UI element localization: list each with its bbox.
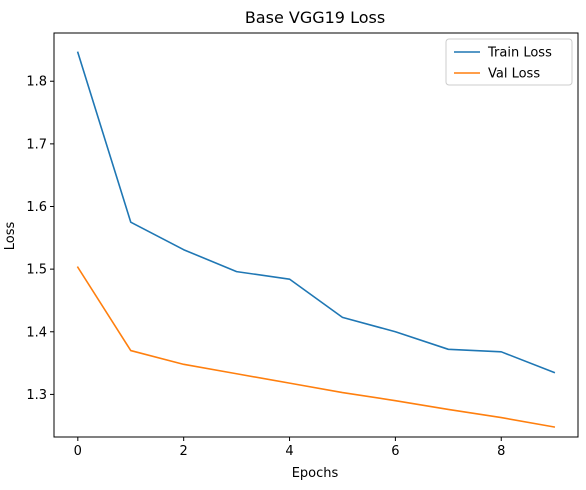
x-tick-label: 2 — [180, 444, 188, 459]
x-tick-label: 8 — [497, 444, 505, 459]
legend-label-val-loss: Val Loss — [488, 67, 540, 82]
x-tick-label: 0 — [74, 444, 82, 459]
y-tick-label: 1.7 — [26, 137, 47, 152]
x-tick-label: 6 — [391, 444, 399, 459]
y-axis-ticks: 1.3 1.4 1.5 1.6 1.7 1.8 — [26, 75, 54, 403]
series-line-val-loss — [76, 266, 556, 428]
y-tick-label: 1.3 — [26, 388, 47, 403]
series-line-train-loss — [76, 51, 556, 374]
y-axis-label: Loss — [3, 222, 18, 251]
legend: Train Loss Val Loss — [445, 38, 573, 86]
chart-title: Base VGG19 Loss — [245, 8, 385, 27]
axes-frame — [53, 32, 579, 438]
series-layer — [76, 51, 556, 428]
x-axis-ticks: 0 2 4 6 8 — [74, 437, 505, 459]
y-tick-label: 1.5 — [26, 263, 47, 278]
y-tick-label: 1.8 — [26, 75, 47, 90]
y-tick-label: 1.4 — [26, 325, 47, 340]
legend-label-train-loss: Train Loss — [487, 46, 552, 61]
x-tick-label: 4 — [285, 444, 293, 459]
y-tick-label: 1.6 — [26, 200, 47, 215]
x-axis-label: Epochs — [292, 466, 339, 481]
